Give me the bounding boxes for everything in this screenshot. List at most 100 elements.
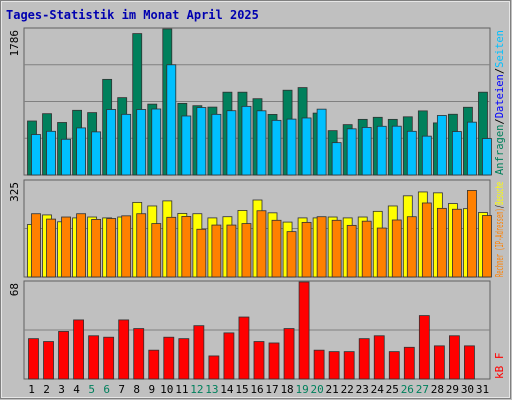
bar-dateien-day-24 xyxy=(376,125,387,176)
bar-kb-f-day-14 xyxy=(223,332,235,380)
legend-entry: / xyxy=(493,68,506,74)
bar-rechner-ip-adressen--day-10 xyxy=(166,216,177,278)
bar-dateien-day-1 xyxy=(31,134,41,176)
x-tick-label-day-26: 26 xyxy=(401,383,414,396)
x-tick-label-day-13: 13 xyxy=(205,383,218,396)
bar-kb-f-day-4 xyxy=(73,319,84,380)
x-tick-label-day-31: 31 xyxy=(476,383,489,396)
bar-rechner-ip-adressen--day-29 xyxy=(452,208,462,278)
x-tick-label-day-30: 30 xyxy=(461,383,474,396)
bar-dateien-day-10 xyxy=(166,64,177,176)
bar-kb-f-day-30 xyxy=(464,345,475,380)
bar-kb-f-day-17 xyxy=(268,342,280,380)
bar-dateien-day-2 xyxy=(46,130,56,176)
bar-kb-f-day-12 xyxy=(193,325,205,380)
x-tick-label-day-10: 10 xyxy=(160,383,173,396)
x-tick-label-day-2: 2 xyxy=(43,383,50,396)
legend-entry: Besuche xyxy=(493,182,506,205)
bar-dateien-day-21 xyxy=(331,142,342,176)
bar-kb-f-day-7 xyxy=(118,319,130,380)
legend-entry: / xyxy=(493,205,506,208)
bar-kb-f-day-3 xyxy=(58,331,69,380)
legend-entry: Rechner (IP-Adressen) xyxy=(493,208,506,277)
bar-rechner-ip-adressen--day-25 xyxy=(391,219,402,278)
bar-rechner-ip-adressen--day-7 xyxy=(121,215,132,278)
bar-dateien-day-11 xyxy=(181,115,192,176)
bar-rechner-ip-adressen--day-4 xyxy=(76,213,86,278)
bar-kb-f-day-16 xyxy=(253,341,265,380)
bar-kb-f-day-27 xyxy=(418,315,430,380)
panel-hits: 1786 Anfragen/Dateien/Seiten xyxy=(8,27,506,176)
bar-rechner-ip-adressen--day-15 xyxy=(241,223,252,278)
bar-rechner-ip-adressen--day-5 xyxy=(91,218,102,278)
x-tick-label-day-9: 9 xyxy=(148,383,155,396)
x-tick-label-day-8: 8 xyxy=(133,383,140,396)
x-tick-label-day-17: 17 xyxy=(265,383,278,396)
bar-dateien-day-8 xyxy=(136,109,147,176)
panels: 1786 Anfragen/Dateien/Seiten 325 Rechner (I… xyxy=(8,27,506,380)
bar-dateien-day-16 xyxy=(256,110,267,176)
legend-entry: kB F xyxy=(493,353,506,380)
bar-rechner-ip-adressen--day-9 xyxy=(151,223,162,278)
x-tick-label-day-18: 18 xyxy=(280,383,293,396)
bar-dateien-day-7 xyxy=(121,113,132,176)
bar-dateien-day-17 xyxy=(271,119,282,176)
bar-dateien-day-18 xyxy=(286,118,297,176)
bar-dateien-day-30 xyxy=(467,121,477,176)
x-tick-label-day-23: 23 xyxy=(356,383,369,396)
bar-rechner-ip-adressen--day-27 xyxy=(421,202,432,278)
bar-kb-f-day-25 xyxy=(388,351,400,380)
x-tick-label-day-1: 1 xyxy=(28,383,35,396)
bar-kb-f-day-29 xyxy=(449,335,460,380)
x-tick-label-day-29: 29 xyxy=(446,383,459,396)
bar-dateien-day-9 xyxy=(151,108,162,176)
bar-rechner-ip-adressen--day-30 xyxy=(467,190,477,278)
panel-max-label: 325 xyxy=(8,182,21,202)
bar-dateien-day-31 xyxy=(482,138,492,176)
bar-dateien-day-29 xyxy=(452,131,462,176)
bar-rechner-ip-adressen--day-21 xyxy=(331,219,342,278)
bar-rechner-ip-adressen--day-19 xyxy=(301,221,312,278)
panel-legend: Anfragen/Dateien/Seiten xyxy=(493,30,506,175)
bar-rechner-ip-adressen--day-22 xyxy=(346,224,357,278)
bar-rechner-ip-adressen--day-1 xyxy=(31,213,41,278)
x-tick-label-day-6: 6 xyxy=(103,383,110,396)
bar-kb-f-day-23 xyxy=(358,338,370,380)
bar-rechner-ip-adressen--day-8 xyxy=(136,213,147,278)
bar-dateien-day-20 xyxy=(316,108,327,176)
x-tick-label-day-28: 28 xyxy=(431,383,444,396)
panel-kbytes: 68 kB F xyxy=(8,280,506,380)
chart-title: Tages-Statistik im Monat April 2025 xyxy=(6,8,259,22)
x-tick-label-day-24: 24 xyxy=(371,383,385,396)
legend-entry: / xyxy=(493,118,506,124)
panel-max-label: 1786 xyxy=(8,30,21,57)
bar-rechner-ip-adressen--day-20 xyxy=(316,216,327,278)
bar-kb-f-day-21 xyxy=(328,351,340,380)
bar-rechner-ip-adressen--day-31 xyxy=(482,215,492,278)
x-tick-label-day-11: 11 xyxy=(175,383,188,396)
bar-rechner-ip-adressen--day-26 xyxy=(406,216,417,278)
x-tick-label-day-21: 21 xyxy=(326,383,339,396)
bar-dateien-day-3 xyxy=(61,138,71,176)
bar-kb-f-day-1 xyxy=(28,338,39,380)
panel-legend: kB F xyxy=(493,353,506,380)
x-tick-label-day-3: 3 xyxy=(58,383,65,396)
bar-dateien-day-4 xyxy=(76,127,86,176)
x-tick-label-day-4: 4 xyxy=(73,383,80,396)
bar-kb-f-day-19 xyxy=(298,281,310,380)
bar-kb-f-day-2 xyxy=(43,341,54,380)
x-tick-label-day-14: 14 xyxy=(220,383,234,396)
x-tick-label-day-27: 27 xyxy=(416,383,429,396)
bar-dateien-day-6 xyxy=(106,109,117,176)
bar-kb-f-day-20 xyxy=(313,349,325,380)
bar-dateien-day-15 xyxy=(241,105,252,176)
legend-entry: Seiten xyxy=(493,30,506,68)
bar-dateien-day-26 xyxy=(406,130,417,176)
bar-dateien-day-28 xyxy=(436,115,447,176)
bar-dateien-day-13 xyxy=(211,113,222,176)
bar-rechner-ip-adressen--day-24 xyxy=(376,227,387,278)
bar-kb-f-day-5 xyxy=(88,335,100,380)
bar-rechner-ip-adressen--day-12 xyxy=(196,228,207,278)
bar-kb-f-day-10 xyxy=(163,336,175,380)
x-tick-label-day-19: 19 xyxy=(295,383,308,396)
